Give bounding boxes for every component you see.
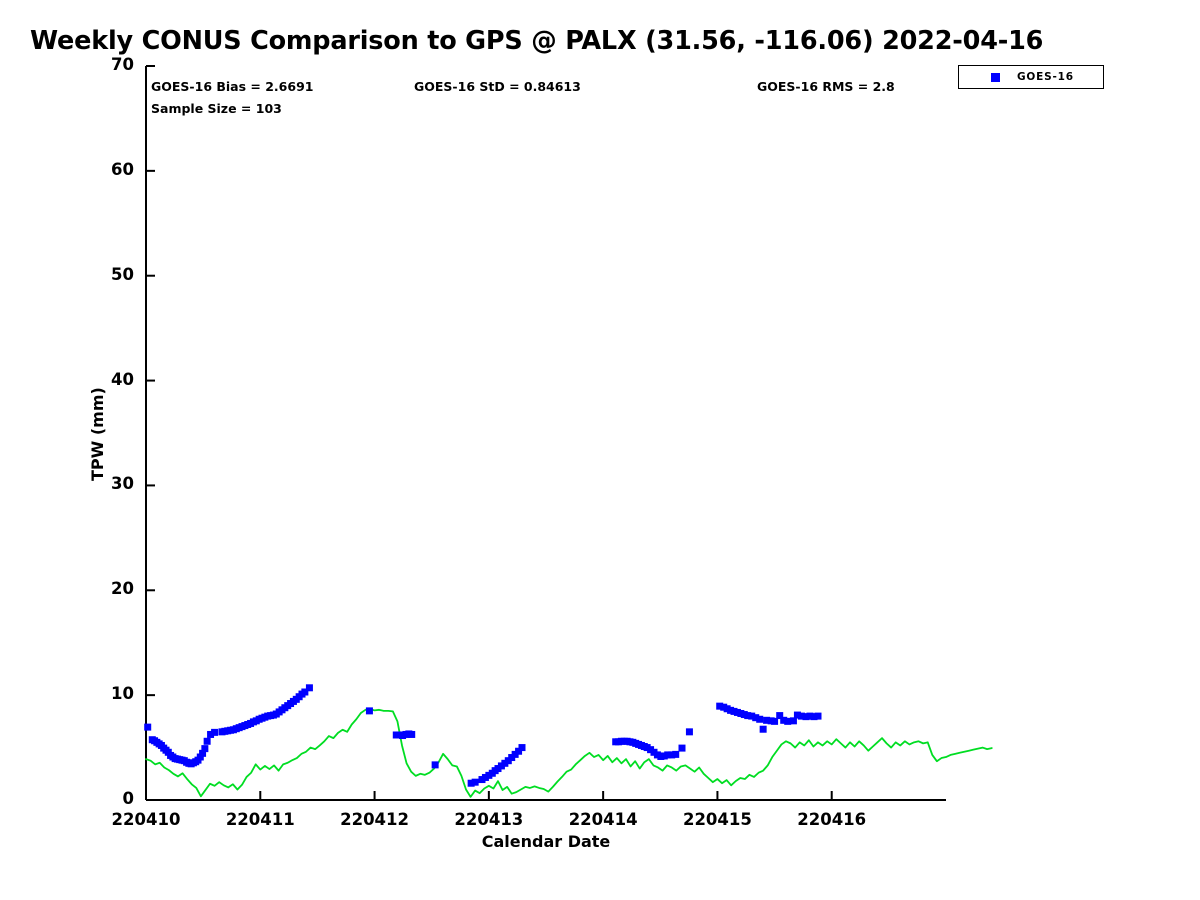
y-tick-label: 70 xyxy=(111,55,134,74)
page-title: Weekly CONUS Comparison to GPS @ PALX (3… xyxy=(30,26,1044,56)
x-axis-label: Calendar Date xyxy=(481,832,611,851)
axes xyxy=(145,65,946,801)
y-tick-label: 20 xyxy=(111,579,134,599)
stat-rms-text: GOES-16 RMS = 2.8 xyxy=(757,79,895,94)
stat-sample-size-text: Sample Size = 103 xyxy=(151,101,282,116)
y-tick-label: 40 xyxy=(111,369,134,389)
y-tick-label: 50 xyxy=(111,264,134,284)
stat-std-text: GOES-16 StD = 0.84613 xyxy=(414,79,581,94)
y-tick-label: 30 xyxy=(111,474,134,494)
x-tick-label: 220411 xyxy=(225,810,295,829)
y-tick-label: 10 xyxy=(111,684,134,704)
stat-bias-text: GOES-16 Bias = 2.6691 xyxy=(151,79,314,94)
y-tick-label: 0 xyxy=(122,789,134,808)
x-tick-label: 220414 xyxy=(568,810,638,829)
legend-label-goes16: GOES-16 xyxy=(1017,71,1074,83)
y-axis-label: TPW (mm) xyxy=(88,387,107,481)
x-tick-label: 220415 xyxy=(682,810,752,829)
legend-swatch-goes16 xyxy=(991,73,1000,82)
legend[interactable]: GOES-16 xyxy=(958,65,1104,89)
series-gps-line xyxy=(145,708,993,798)
x-tick-label: 220410 xyxy=(111,810,181,829)
series-goes16-markers xyxy=(144,684,822,787)
x-tick-label: 220413 xyxy=(454,810,524,829)
y-tick-label: 60 xyxy=(111,159,134,179)
x-tick-label: 220412 xyxy=(340,810,409,829)
x-tick-label: 220416 xyxy=(797,810,867,829)
